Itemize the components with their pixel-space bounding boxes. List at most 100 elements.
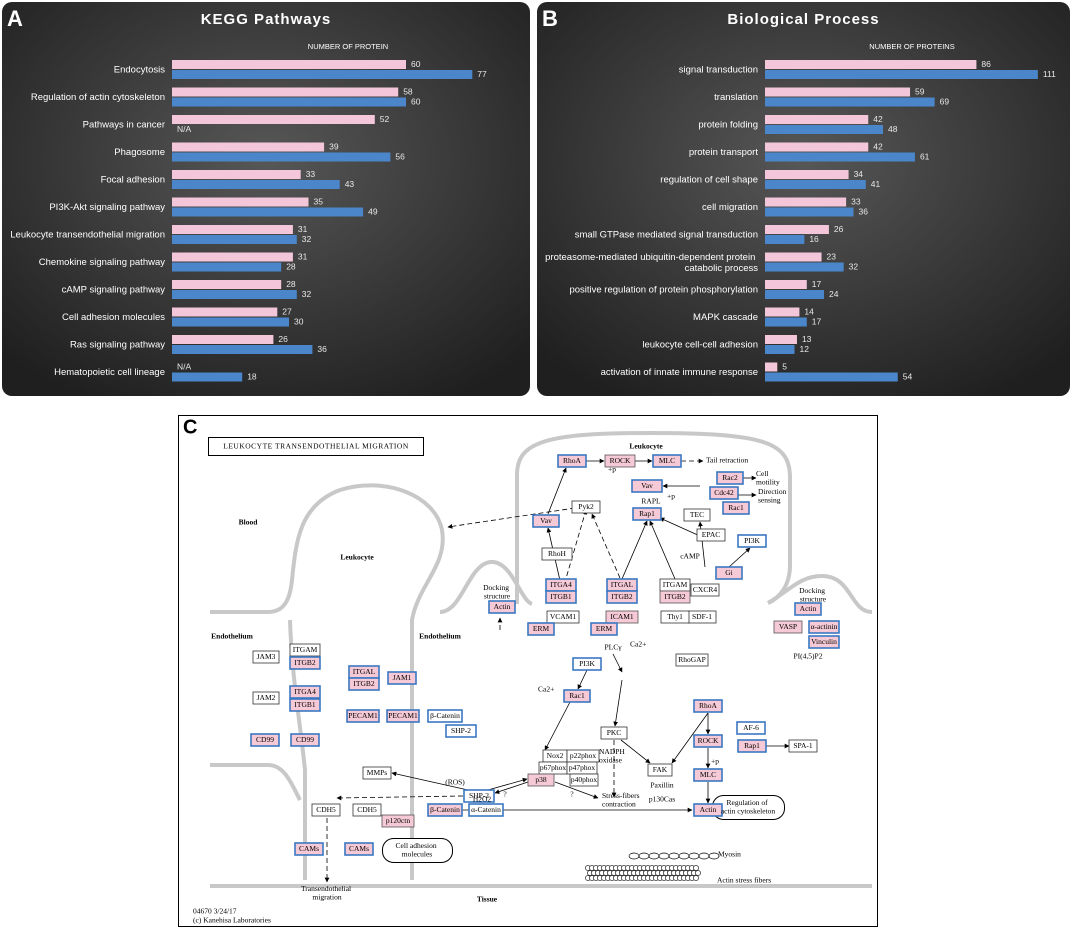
- bar: [172, 87, 399, 97]
- gene-label: PI3K: [579, 659, 595, 668]
- gene-label: ITGAL: [353, 667, 376, 676]
- gene-box: [652, 454, 682, 468]
- gene-box: [606, 590, 638, 604]
- gene-label: RhoH: [548, 549, 567, 558]
- diagram-label: Paxillin: [650, 781, 674, 790]
- value-label: 26: [278, 334, 288, 344]
- gene-label: CAMs: [299, 844, 319, 853]
- diagram-label: +p: [667, 492, 675, 501]
- gene-label: Rac2: [722, 473, 738, 482]
- value-label: 33: [306, 169, 316, 179]
- category-label: cAMP signaling pathway: [62, 285, 166, 296]
- category-label: protein transport: [689, 147, 759, 158]
- bar: [765, 372, 898, 382]
- gene-label: ITGA4: [294, 687, 316, 696]
- bar: [172, 345, 313, 354]
- bar: [765, 60, 977, 69]
- actin-fiber: [695, 870, 701, 876]
- value-label: 32: [849, 262, 859, 272]
- gene-box: [289, 656, 321, 670]
- gene-box: [571, 500, 601, 514]
- diagram-label: Regulation of actin cytoskeleton: [721, 797, 776, 815]
- gene-label: Cdc42: [714, 488, 734, 497]
- gene-label: ITGA4: [550, 580, 572, 589]
- category-label: Hematopoietic cell lineage: [54, 367, 165, 378]
- gene-box: [631, 479, 663, 493]
- value-label: 28: [286, 262, 296, 272]
- bar: [765, 125, 883, 134]
- gene-label: ITGAM: [663, 580, 688, 589]
- value-label: 35: [314, 197, 324, 207]
- bar: [172, 307, 278, 317]
- bar: [172, 60, 406, 69]
- chart-title: KEGG Pathways: [201, 11, 332, 28]
- category-label: cell migration: [702, 202, 758, 213]
- gene-box: [709, 486, 739, 500]
- gene-box: [737, 534, 767, 548]
- diagram-title-box: [208, 437, 424, 456]
- gene-label: PI3K: [744, 536, 760, 545]
- bar: [172, 97, 406, 107]
- panel-label: A: [7, 6, 23, 31]
- gene-label: Rac1: [728, 503, 744, 512]
- diagram-label: 04670 3/24/17: [193, 907, 237, 916]
- gene-label: β-Catenin: [430, 711, 460, 720]
- bar: [765, 225, 829, 234]
- value-label: 36: [859, 207, 869, 217]
- gene-label: CDH5: [357, 805, 377, 814]
- category-label: MAPK cascade: [693, 312, 758, 323]
- gene-label: ITGB1: [550, 592, 571, 601]
- gene-label: Pyk2: [578, 502, 594, 511]
- value-label: 26: [834, 224, 844, 234]
- value-label: 52: [380, 114, 390, 124]
- gene-label: ICAM1: [610, 612, 634, 621]
- gene-label: ITGB2: [664, 592, 685, 601]
- gene-label: Thy1: [667, 612, 683, 621]
- gene-label: Rap1: [744, 741, 760, 750]
- gene-label: Rac1: [569, 691, 585, 700]
- gene-label: VASP: [779, 622, 797, 631]
- diagram-label: p130Cas: [649, 795, 675, 804]
- gene-label: CD99: [256, 735, 274, 744]
- value-label: 13: [802, 334, 812, 344]
- gene-label: ROCK: [698, 736, 719, 745]
- gene-box: [572, 657, 602, 671]
- axis-label: NUMBER OF PROTEINS: [869, 42, 954, 51]
- pathway-box: [382, 838, 453, 863]
- bar: [172, 115, 375, 124]
- value-label: 41: [871, 179, 881, 189]
- bar: [765, 335, 797, 344]
- value-label: 18: [247, 372, 257, 382]
- gene-label: VCAM1: [550, 612, 577, 621]
- category-label: Regulation of actin cytoskeleton: [31, 92, 165, 103]
- category-label: positive regulation of protein phosphory…: [569, 285, 758, 296]
- gene-box: [557, 454, 587, 468]
- category-label: Pathways in cancer: [83, 120, 165, 131]
- gene-box: [737, 739, 767, 753]
- gene-label: JAM2: [257, 693, 276, 702]
- gene-box: [541, 547, 573, 561]
- gene-box: [808, 635, 840, 649]
- gene-label: Actin: [494, 602, 511, 611]
- gene-label: SPA-1: [793, 741, 813, 750]
- bar: [172, 335, 274, 344]
- gene-box: [690, 583, 720, 597]
- gene-box: [693, 734, 723, 748]
- diagram-label: ?: [570, 790, 574, 799]
- gene-label: EPAC: [702, 530, 720, 539]
- gene-label: PECAM1: [348, 711, 378, 720]
- gene-label: JAM3: [257, 652, 276, 661]
- category-label: signal transduction: [679, 65, 758, 76]
- value-label: 48: [888, 124, 898, 134]
- gene-box: [346, 709, 380, 723]
- bar: [172, 152, 391, 162]
- gene-label: ITGAM: [293, 645, 318, 654]
- gene-label: ITGB2: [294, 658, 315, 667]
- myosin: [668, 852, 680, 860]
- value-label: 5: [782, 362, 787, 372]
- value-label: 54: [903, 372, 913, 382]
- gene-label: CD99: [296, 735, 314, 744]
- gene-label: MMPs: [367, 768, 388, 777]
- diagram-label: (c) Kanehisa Laboratories: [193, 916, 271, 925]
- gene-box: [722, 501, 750, 515]
